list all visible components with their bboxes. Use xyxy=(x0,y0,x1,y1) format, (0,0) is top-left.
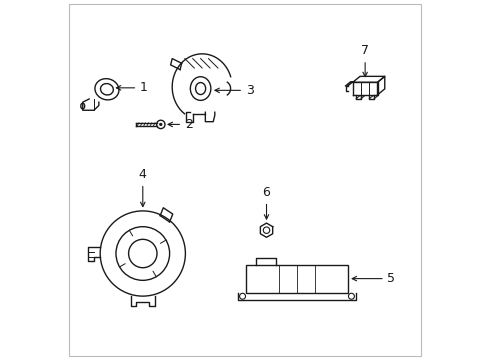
Text: 2: 2 xyxy=(185,118,193,131)
Circle shape xyxy=(160,123,162,126)
Text: 3: 3 xyxy=(246,84,254,97)
Text: 7: 7 xyxy=(361,44,369,57)
Text: 4: 4 xyxy=(139,168,147,181)
Text: 1: 1 xyxy=(140,81,148,94)
Text: 6: 6 xyxy=(263,186,270,199)
Text: 5: 5 xyxy=(388,272,395,285)
Bar xyxy=(246,265,348,293)
